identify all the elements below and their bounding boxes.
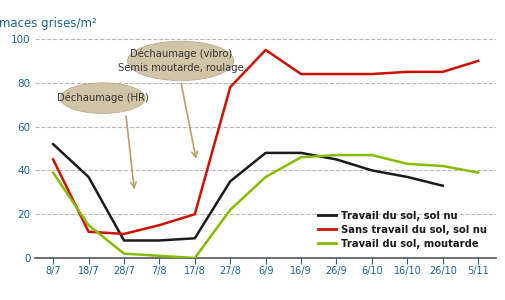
Travail du sol, sol nu [227,179,233,183]
Line: Travail du sol, sol nu: Travail du sol, sol nu [53,144,442,241]
Line: Sans travail du sol, sol nu: Sans travail du sol, sol nu [53,50,477,234]
Sans travail du sol, sol nu [50,158,56,161]
Line: Travail du sol, moutarde: Travail du sol, moutarde [53,155,477,258]
Travail du sol, moutarde [333,153,339,157]
Text: Déchaumage (vibro)
Semis moutarde, roulage: Déchaumage (vibro) Semis moutarde, roula… [118,49,243,73]
Sans travail du sol, sol nu [403,70,410,74]
Ellipse shape [127,41,233,81]
Sans travail du sol, sol nu [333,72,339,76]
Text: Déchaumage (HR): Déchaumage (HR) [57,93,148,104]
Travail du sol, sol nu [262,151,268,155]
Legend: Travail du sol, sol nu, Sans travail du sol, sol nu, Travail du sol, moutarde: Travail du sol, sol nu, Sans travail du … [313,207,490,253]
Travail du sol, moutarde [368,153,374,157]
Travail du sol, sol nu [297,151,304,155]
Travail du sol, moutarde [156,254,162,258]
Sans travail du sol, sol nu [474,59,480,63]
Travail du sol, sol nu [439,184,445,188]
Ellipse shape [60,83,145,113]
Travail du sol, sol nu [156,239,162,242]
Text: Limaces grises/m²: Limaces grises/m² [0,17,97,30]
Travail du sol, moutarde [403,162,410,166]
Travail du sol, moutarde [227,208,233,211]
Sans travail du sol, sol nu [439,70,445,74]
Travail du sol, moutarde [50,171,56,174]
Sans travail du sol, sol nu [262,48,268,52]
Travail du sol, moutarde [439,164,445,168]
Travail du sol, sol nu [333,158,339,161]
Travail du sol, moutarde [191,256,197,260]
Sans travail du sol, sol nu [368,72,374,76]
Sans travail du sol, sol nu [85,230,91,233]
Sans travail du sol, sol nu [191,212,197,216]
Travail du sol, moutarde [121,252,127,255]
Sans travail du sol, sol nu [156,223,162,227]
Travail du sol, moutarde [262,175,268,179]
Travail du sol, sol nu [403,175,410,179]
Travail du sol, sol nu [191,236,197,240]
Sans travail du sol, sol nu [121,232,127,236]
Travail du sol, moutarde [297,155,304,159]
Travail du sol, moutarde [85,223,91,227]
Travail du sol, moutarde [474,171,480,174]
Travail du sol, sol nu [85,175,91,179]
Sans travail du sol, sol nu [297,72,304,76]
Travail du sol, sol nu [121,239,127,242]
Travail du sol, sol nu [50,142,56,146]
Travail du sol, sol nu [368,169,374,172]
Sans travail du sol, sol nu [227,85,233,89]
